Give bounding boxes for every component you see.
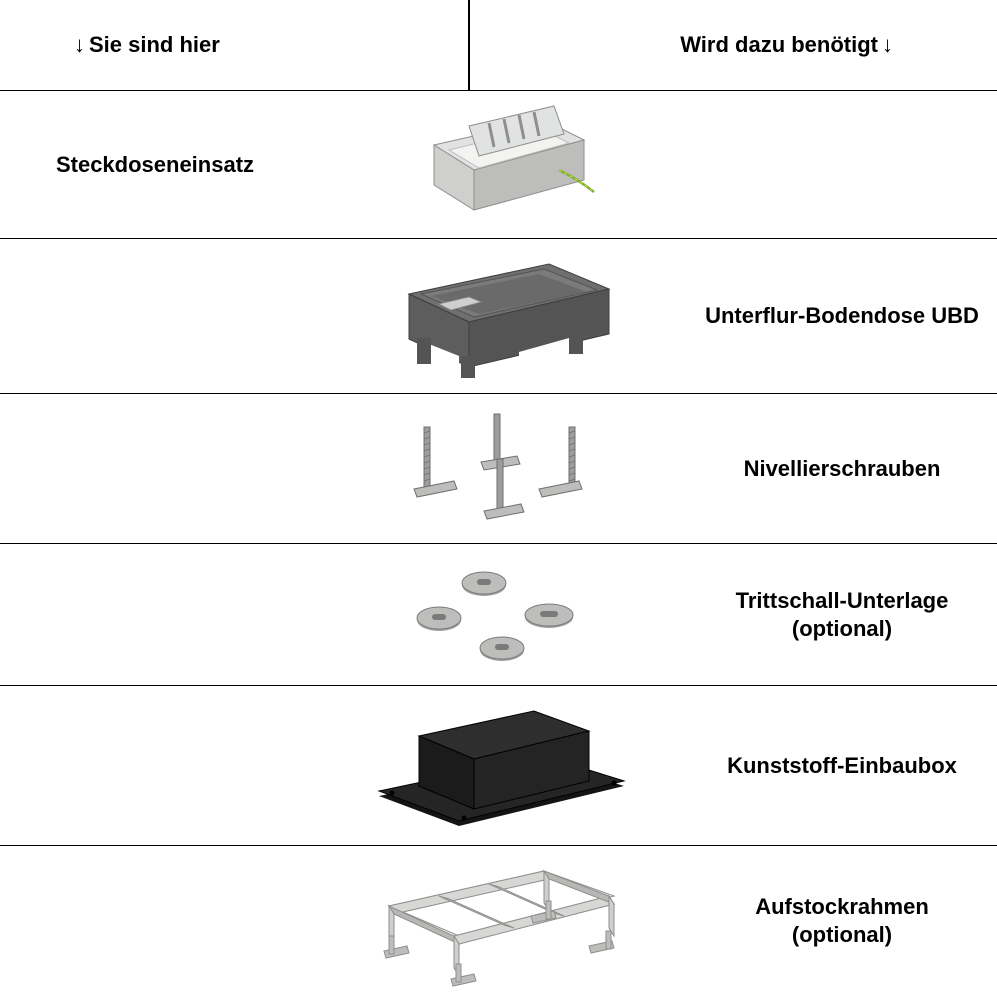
illustration-stacking-frame xyxy=(310,851,687,991)
row-impact-pads: Trittschall-Unterlage(optional) xyxy=(0,543,997,685)
header-right: Wird dazu benötigt ↓ xyxy=(680,0,897,90)
label-socket-insert: Steckdoseneinsatz xyxy=(0,151,310,179)
stacking-frame-icon xyxy=(359,851,639,991)
arrow-down-icon: ↓ xyxy=(882,32,893,58)
arrow-down-icon: ↓ xyxy=(74,32,85,58)
row-leveling-screws: Nivellierschrauben xyxy=(0,393,997,543)
label-leveling-screws: Nivellierschrauben xyxy=(687,455,997,483)
illustration-plastic-box xyxy=(310,691,687,841)
illustration-leveling-screws xyxy=(310,399,687,539)
label-plastic-box: Kunststoff-Einbaubox xyxy=(687,752,997,780)
vertical-divider xyxy=(468,0,470,90)
header-left-text: Sie sind hier xyxy=(89,32,220,58)
row-plastic-box: Kunststoff-Einbaubox xyxy=(0,685,997,845)
illustration-floor-box xyxy=(310,244,687,389)
plastic-box-icon xyxy=(364,691,634,841)
floor-box-icon xyxy=(369,244,629,389)
impact-pads-icon xyxy=(384,555,614,675)
illustration-socket-insert xyxy=(310,100,687,230)
header-right-text: Wird dazu benötigt xyxy=(680,32,878,58)
label-stacking-frame: Aufstockrahmen(optional) xyxy=(687,893,997,948)
leveling-screws-icon xyxy=(369,399,629,539)
row-stacking-frame: Aufstockrahmen(optional) xyxy=(0,845,997,995)
assembly-diagram: ↓ Sie sind hier Wird dazu benötigt ↓ Ste… xyxy=(0,0,997,1000)
row-floor-box: Unterflur-Bodendose UBD xyxy=(0,238,997,393)
row-socket-insert: Steckdoseneinsatz xyxy=(0,90,997,238)
illustration-impact-pads xyxy=(310,555,687,675)
socket-insert-icon xyxy=(394,100,604,230)
label-impact-pads: Trittschall-Unterlage(optional) xyxy=(687,587,997,642)
header-left: ↓ Sie sind hier xyxy=(70,0,220,90)
header: ↓ Sie sind hier Wird dazu benötigt ↓ xyxy=(0,0,997,90)
label-floor-box: Unterflur-Bodendose UBD xyxy=(687,302,997,330)
